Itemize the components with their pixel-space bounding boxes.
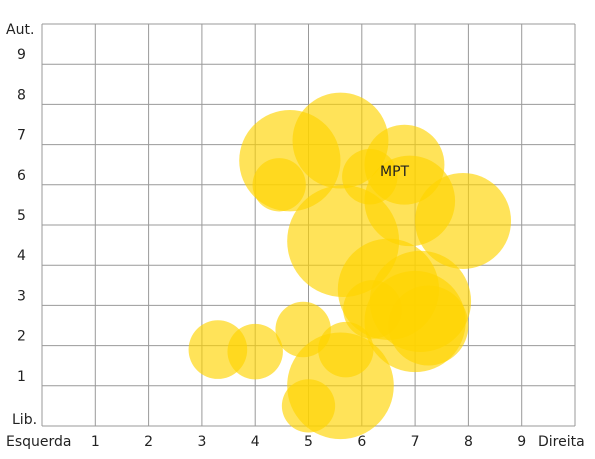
y-bottom-label: Lib. bbox=[12, 412, 37, 428]
x-tick-label: 8 bbox=[464, 434, 473, 450]
bubble bbox=[415, 173, 512, 269]
y-tick-label: 6 bbox=[17, 168, 26, 184]
y-tick-label: 5 bbox=[17, 208, 26, 224]
x-tick-label: 7 bbox=[411, 434, 420, 450]
x-tick-label: 2 bbox=[144, 434, 153, 450]
y-tick-label: 1 bbox=[17, 369, 26, 385]
y-tick-label: 3 bbox=[17, 288, 26, 304]
x-left-label: Esquerda bbox=[6, 434, 72, 450]
bubble bbox=[252, 158, 306, 212]
bubble bbox=[227, 323, 283, 380]
x-tick-label: 3 bbox=[197, 434, 206, 450]
x-tick-label: 9 bbox=[517, 434, 526, 450]
y-tick-label: 7 bbox=[17, 128, 26, 144]
y-tick-label: 2 bbox=[17, 329, 26, 345]
annotation: MPT bbox=[380, 164, 410, 180]
bubble bbox=[388, 285, 469, 366]
x-tick-label: 1 bbox=[91, 434, 100, 450]
y-tick-label: 8 bbox=[17, 87, 26, 103]
x-tick-label: 6 bbox=[357, 434, 366, 450]
bubble bbox=[281, 379, 336, 433]
y-tick-label: 4 bbox=[17, 248, 26, 264]
y-top-label: Aut. bbox=[6, 22, 34, 38]
x-tick-label: 5 bbox=[304, 434, 313, 450]
x-right-label: Direita bbox=[538, 434, 585, 450]
x-tick-label: 4 bbox=[251, 434, 260, 450]
y-tick-label: 9 bbox=[17, 47, 26, 63]
